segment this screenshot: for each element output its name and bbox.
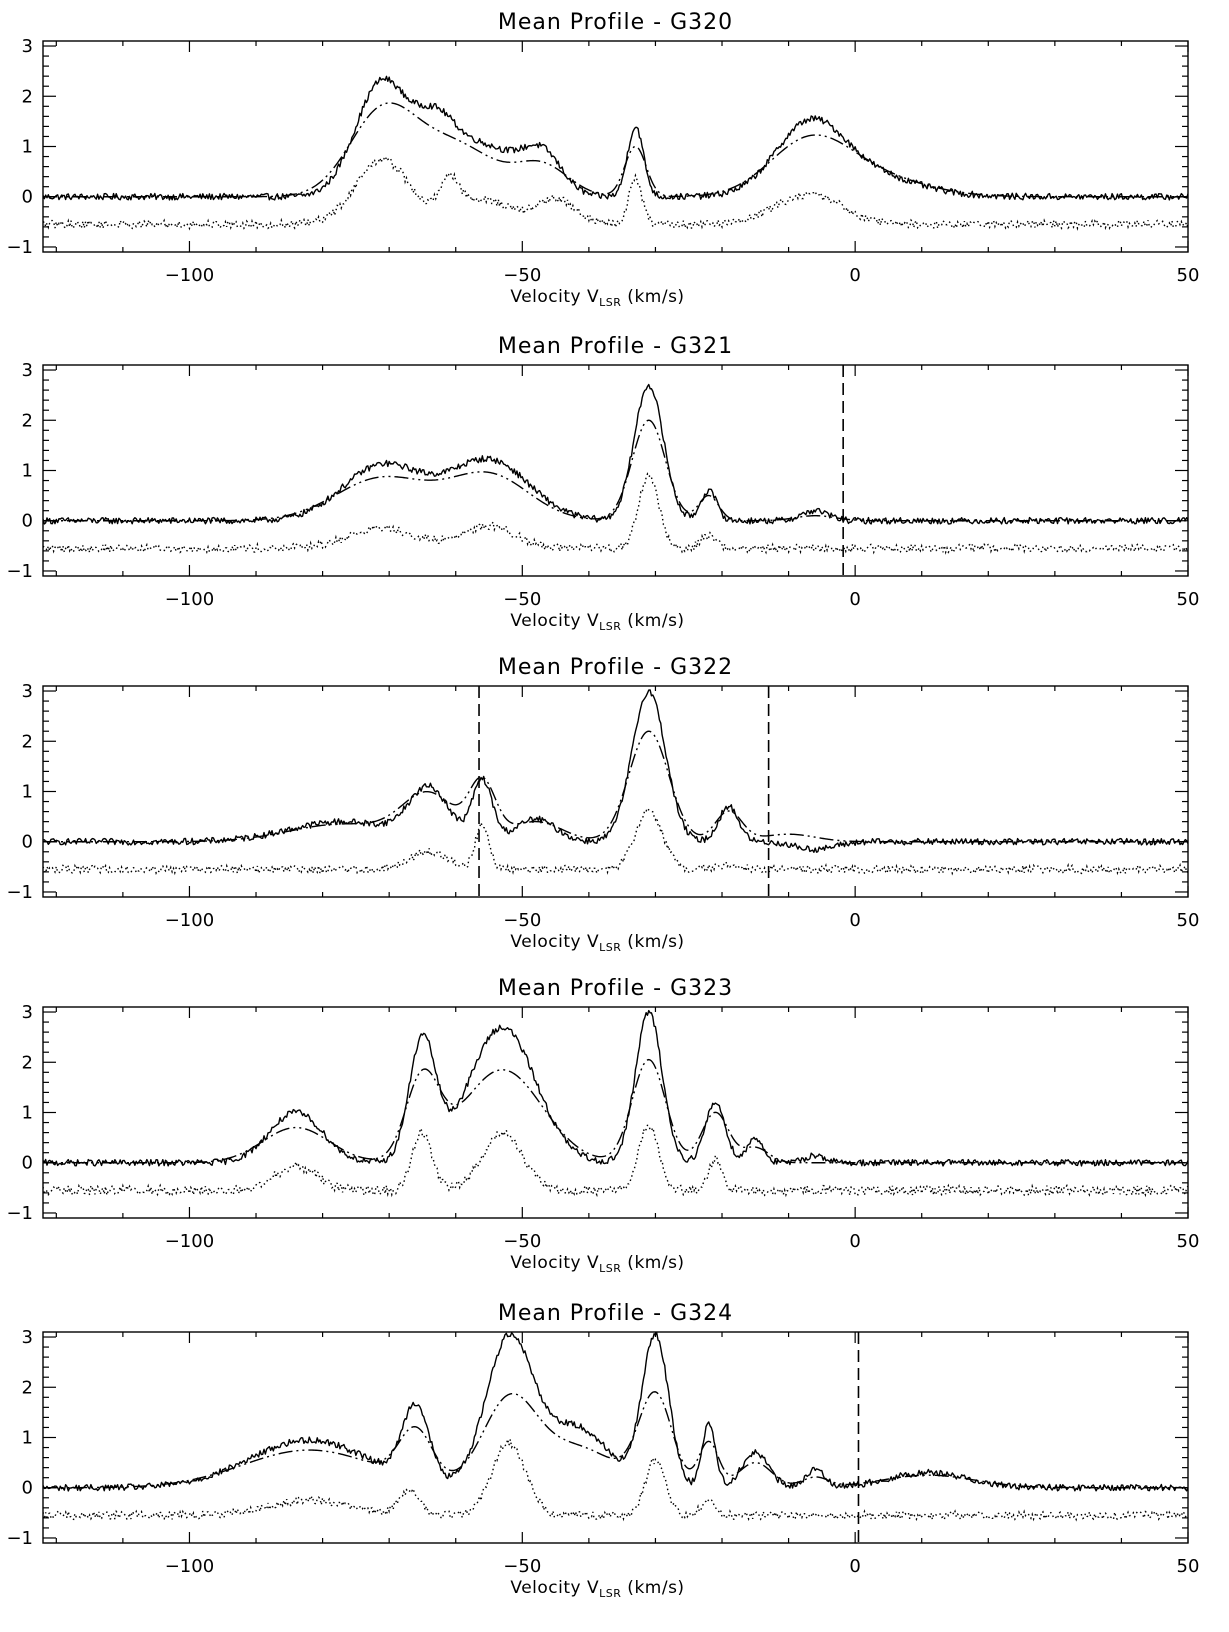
x-tick-label: 50 [1177,265,1200,286]
panel-4: Mean Profile - G323 −100 −50 0 50 −1 0 1 2 3 Veloc… [6,976,1199,1275]
y-tick-label: −1 [6,1203,33,1224]
series-residual [43,472,1188,556]
x-tick-label: 0 [849,265,860,286]
series-observed [43,75,1188,201]
plot-frame [42,364,1189,577]
y-tick-label: 2 [22,731,33,752]
x-tick-label: −50 [503,1556,541,1577]
series-residual [43,155,1188,231]
y-tick-label: 1 [22,461,33,482]
x-tick-label: 50 [1177,1556,1200,1577]
y-tick-label: 3 [22,1002,33,1023]
plot-frame [42,1006,1189,1219]
y-tick-label: 2 [22,410,33,431]
series-model [43,730,1188,843]
y-tick-label: −1 [6,561,33,582]
panel-5: Mean Profile - G324 −100 −50 0 50 −1 0 1 2 3 Veloc… [6,1301,1199,1600]
y-tick-label: 3 [22,1327,33,1348]
y-tick-label: 3 [22,360,33,381]
series-observed [43,383,1188,525]
plot-frame [42,40,1189,253]
x-tick-label: 50 [1177,910,1200,931]
series-residual [43,1439,1188,1522]
x-tick-label: 50 [1177,589,1200,610]
y-tick-label: 0 [22,1153,33,1174]
y-tick-label: 1 [22,1428,33,1449]
panel-title: Mean Profile - G322 [498,655,733,680]
y-tick-label: 2 [22,86,33,107]
x-axis-label: Velocity VLSR (km/s) [510,287,684,309]
y-tick-label: 0 [22,832,33,853]
x-tick-label: −50 [503,1231,541,1252]
x-tick-label: −50 [503,265,541,286]
series-observed [43,1009,1188,1167]
x-tick-label: −100 [165,1556,214,1577]
y-tick-label: −1 [6,237,33,258]
series-model [43,102,1188,198]
x-axis-label: Velocity VLSR (km/s) [510,611,684,633]
panel-2: Mean Profile - G321 −100 −50 0 50 −1 0 1 2 3 Veloc… [6,334,1199,633]
series-model [43,419,1188,522]
x-tick-label: 0 [849,1231,860,1252]
y-tick-label: 1 [22,1103,33,1124]
panel-title: Mean Profile - G323 [498,976,733,1001]
series-model [43,1058,1188,1164]
y-tick-label: 1 [22,137,33,158]
y-tick-label: 2 [22,1377,33,1398]
x-tick-label: −100 [165,589,214,610]
series-residual [43,1124,1188,1198]
panel-title: Mean Profile - G324 [498,1301,733,1326]
x-tick-label: −50 [503,910,541,931]
panel-title: Mean Profile - G321 [498,334,733,359]
y-tick-label: 0 [22,187,33,208]
y-tick-label: 0 [22,511,33,532]
x-axis-label: Velocity VLSR (km/s) [510,1578,684,1600]
x-tick-label: 0 [849,910,860,931]
x-axis-label: Velocity VLSR (km/s) [510,932,684,954]
x-tick-label: −50 [503,589,541,610]
panel-title: Mean Profile - G320 [498,10,733,35]
x-tick-label: 0 [849,1556,860,1577]
y-tick-label: −1 [6,1528,33,1549]
x-tick-label: −100 [165,910,214,931]
series-observed [43,689,1188,853]
panel-3: Mean Profile - G322 −100 −50 0 50 −1 0 1 2 3 Veloc… [6,655,1199,954]
panel-1: Mean Profile - G320 −100 −50 0 50 −1 0 1 2 3 Veloc… [6,10,1199,309]
x-tick-label: 0 [849,589,860,610]
plot-frame [42,685,1189,898]
series-observed [43,1332,1188,1492]
x-tick-label: −100 [165,265,214,286]
y-tick-label: 2 [22,1052,33,1073]
x-tick-label: −100 [165,1231,214,1252]
y-tick-label: 3 [22,36,33,57]
y-tick-label: 0 [22,1478,33,1499]
y-tick-label: 1 [22,782,33,803]
y-tick-label: −1 [6,882,33,903]
series-model [43,1391,1188,1489]
x-tick-label: 50 [1177,1231,1200,1252]
y-tick-label: 3 [22,681,33,702]
x-axis-label: Velocity VLSR (km/s) [510,1253,684,1275]
